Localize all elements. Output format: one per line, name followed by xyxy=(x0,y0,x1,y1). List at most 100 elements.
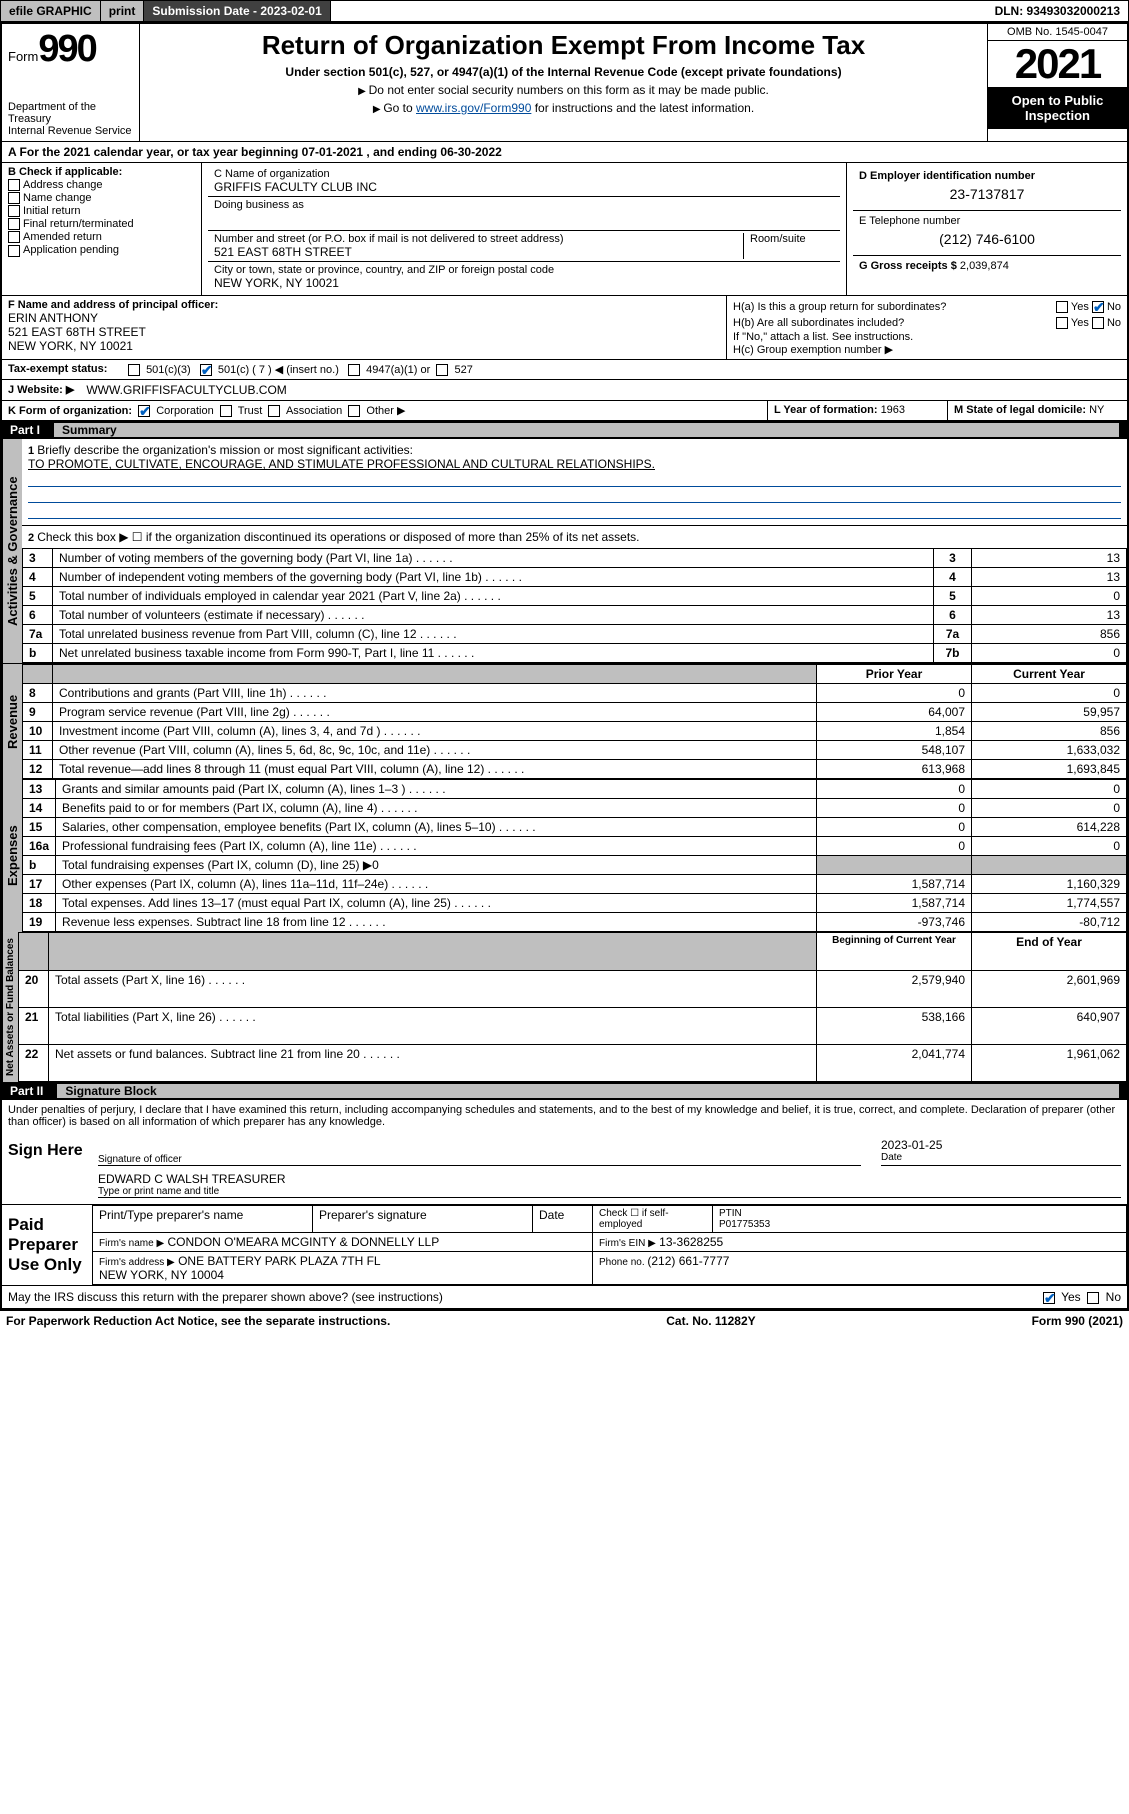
chk-name[interactable]: Name change xyxy=(8,192,195,204)
part2-header: Part II Signature Block xyxy=(2,1082,1127,1100)
officer-name: EDWARD C WALSH TREASURER xyxy=(98,1172,1121,1186)
part1-label: Part I xyxy=(10,423,50,437)
checkbox-checked-icon[interactable] xyxy=(200,364,212,376)
table-row: 19Revenue less expenses. Subtract line 1… xyxy=(23,913,1127,932)
chk-init[interactable]: Initial return xyxy=(8,205,195,217)
city-val: NEW YORK, NY 10021 xyxy=(214,276,834,290)
period-mid: , and ending xyxy=(366,145,440,159)
period-a: A For the 2021 calendar year, or tax yea… xyxy=(8,145,302,159)
status-501c3: 501(c)(3) xyxy=(146,364,191,376)
note-ssn: Do not enter social security numbers on … xyxy=(146,83,981,97)
toolbar-spacer xyxy=(331,1,987,21)
chk-app[interactable]: Application pending xyxy=(8,244,195,256)
mission-text: TO PROMOTE, CULTIVATE, ENCOURAGE, AND ST… xyxy=(28,457,1121,471)
f-name: ERIN ANTHONY xyxy=(8,311,720,325)
mission-block: 1 Briefly describe the organization's mi… xyxy=(22,439,1127,526)
gross-block: G Gross receipts $ 2,039,874 xyxy=(853,256,1121,276)
table-row: 13Grants and similar amounts paid (Part … xyxy=(23,780,1127,799)
checkbox-checked-icon[interactable] xyxy=(1092,301,1104,313)
firm-phone-lbl: Phone no. xyxy=(599,1257,647,1268)
i-lbl: Tax-exempt status: xyxy=(2,360,122,379)
checkbox-icon[interactable] xyxy=(1092,317,1104,329)
print-button[interactable]: print xyxy=(101,1,145,21)
city-block: City or town, state or province, country… xyxy=(208,262,840,292)
ptin-val: P01775353 xyxy=(719,1219,1120,1230)
org-name: GRIFFIS FACULTY CLUB INC xyxy=(214,180,834,194)
chk-amend[interactable]: Amended return xyxy=(8,231,195,243)
m-val: NY xyxy=(1089,404,1104,416)
form-container: Form990 Department of the Treasury Inter… xyxy=(0,22,1129,1310)
checkbox-icon[interactable] xyxy=(268,405,280,417)
checkbox-icon[interactable] xyxy=(220,405,232,417)
l2-text: Check this box ▶ ☐ if the organization d… xyxy=(37,530,639,544)
yes-lbl: Yes xyxy=(1071,317,1089,329)
checkbox-icon[interactable] xyxy=(436,364,448,376)
firm-addr1: ONE BATTERY PARK PLAZA 7TH FL xyxy=(178,1254,381,1268)
paid-preparer-label: Paid Preparer Use Only xyxy=(2,1205,92,1285)
col-d: D Employer identification number 23-7137… xyxy=(847,163,1127,295)
checkbox-checked-icon[interactable] xyxy=(1043,1292,1055,1304)
chk-app-lbl: Application pending xyxy=(23,244,119,256)
chk-addr[interactable]: Address change xyxy=(8,179,195,191)
checkbox-icon[interactable] xyxy=(1087,1292,1099,1304)
status-4947: 4947(a)(1) or xyxy=(366,364,430,376)
chk-name-lbl: Name change xyxy=(23,192,92,204)
checkbox-icon[interactable] xyxy=(1056,301,1068,313)
ha-lbl: H(a) Is this a group return for subordin… xyxy=(733,301,946,313)
checkbox-icon[interactable] xyxy=(1056,317,1068,329)
checkbox-icon[interactable] xyxy=(348,405,360,417)
k-other: Other ▶ xyxy=(366,405,405,417)
discuss-row: May the IRS discuss this return with the… xyxy=(2,1286,1127,1308)
irs-link[interactable]: www.irs.gov/Form990 xyxy=(416,101,531,115)
table-row: 14Benefits paid to or for members (Part … xyxy=(23,799,1127,818)
officer-block: F Name and address of principal officer:… xyxy=(2,296,727,359)
prep-sig-lbl: Preparer's signature xyxy=(313,1206,533,1233)
website-val: WWW.GRIFFISFACULTYCLUB.COM xyxy=(80,380,292,400)
officer-h-block: F Name and address of principal officer:… xyxy=(2,296,1127,360)
col-c: C Name of organization GRIFFIS FACULTY C… xyxy=(202,163,847,295)
checkbox-icon xyxy=(8,231,20,243)
table-row: 18Total expenses. Add lines 13–17 (must … xyxy=(23,894,1127,913)
checkbox-icon[interactable] xyxy=(128,364,140,376)
m-lbl: M State of legal domicile: xyxy=(954,404,1089,416)
table-row: 15Salaries, other compensation, employee… xyxy=(23,818,1127,837)
chk-addr-lbl: Address change xyxy=(23,179,103,191)
note2-post: for instructions and the latest informat… xyxy=(531,101,754,115)
dba-block: Doing business as xyxy=(208,197,840,231)
period-end: 06-30-2022 xyxy=(440,145,501,159)
firm-ein: 13-3628255 xyxy=(659,1235,723,1249)
prep-name-lbl: Print/Type preparer's name xyxy=(93,1206,313,1233)
table-row: 5Total number of individuals employed in… xyxy=(23,587,1127,606)
phone-val: (212) 746-6100 xyxy=(859,227,1115,251)
top-toolbar: efile GRAPHIC print Submission Date - 20… xyxy=(0,0,1129,22)
status-501c: 501(c) ( 7 ) ◀ (insert no.) xyxy=(218,364,339,376)
chk-init-lbl: Initial return xyxy=(23,205,80,217)
efile-button[interactable]: efile GRAPHIC xyxy=(1,1,101,21)
header-left: Form990 Department of the Treasury Inter… xyxy=(2,24,140,141)
chk-final[interactable]: Final return/terminated xyxy=(8,218,195,230)
entity-block: B Check if applicable: Address change Na… xyxy=(2,163,1127,296)
firm-addr2: NEW YORK, NY 10004 xyxy=(99,1268,224,1282)
room-lbl: Room/suite xyxy=(744,233,834,259)
l-val: 1963 xyxy=(881,404,905,416)
firm-name-lbl: Firm's name ▶ xyxy=(99,1238,164,1249)
no-lbl: No xyxy=(1107,301,1121,313)
checkbox-checked-icon[interactable] xyxy=(138,405,150,417)
table-header-row: Beginning of Current YearEnd of Year xyxy=(19,933,1127,970)
sign-here-label: Sign Here xyxy=(2,1132,92,1204)
phone-block: E Telephone number (212) 746-6100 xyxy=(853,211,1121,256)
checkbox-icon xyxy=(8,192,20,204)
k-trust: Trust xyxy=(238,405,263,417)
table-row: 4Number of independent voting members of… xyxy=(23,568,1127,587)
header-mid: Return of Organization Exempt From Incom… xyxy=(140,24,987,141)
part1-header: Part I Summary xyxy=(2,421,1127,439)
ein-val: 23-7137817 xyxy=(859,182,1115,206)
page-footer: For Paperwork Reduction Act Notice, see … xyxy=(0,1310,1129,1331)
mission-line xyxy=(28,473,1121,487)
part1-title: Summary xyxy=(54,423,1119,437)
phone-lbl: E Telephone number xyxy=(859,215,1115,227)
omb-number: OMB No. 1545-0047 xyxy=(988,24,1127,41)
table-row: 20Total assets (Part X, line 16)2,579,94… xyxy=(19,970,1127,1007)
side-rev: Revenue xyxy=(2,664,22,779)
checkbox-icon[interactable] xyxy=(348,364,360,376)
